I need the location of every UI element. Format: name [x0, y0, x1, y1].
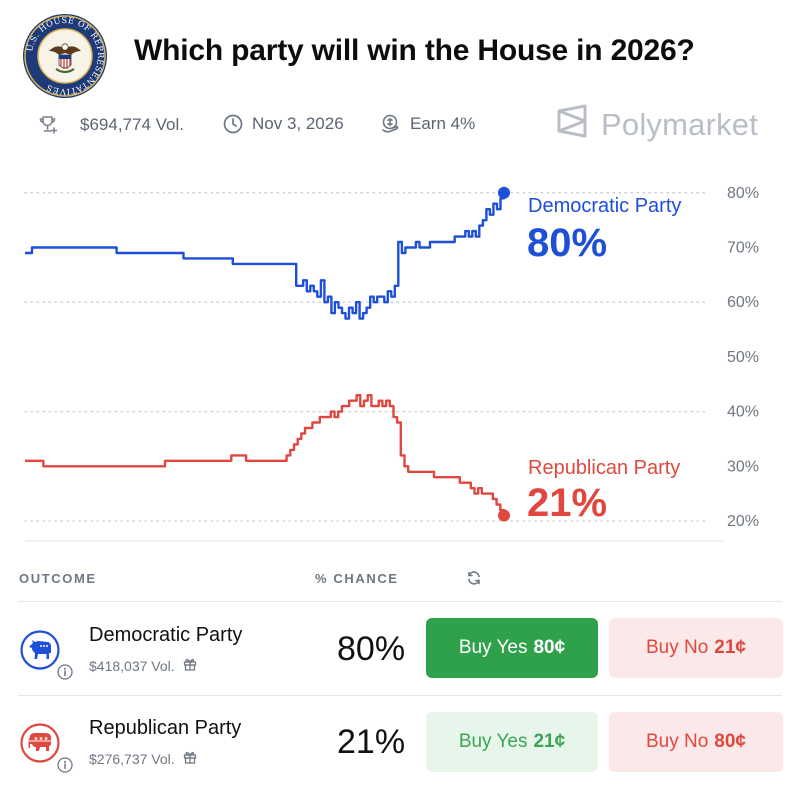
earn-rewards[interactable]: Earn 4%	[380, 113, 475, 135]
end-date-text: Nov 3, 2026	[252, 114, 344, 133]
buy-yes-price: 21¢	[533, 731, 566, 752]
outcome-name[interactable]: Democratic Party	[89, 624, 243, 646]
republican-series-value: 21%	[527, 481, 608, 525]
outcome-volume: $276,737 Vol.	[89, 750, 197, 767]
y-tick-label: 20%	[727, 513, 759, 530]
democratic-series-label: Democratic Party	[528, 195, 682, 217]
buy-yes-button[interactable]: Buy Yes 21¢	[426, 712, 598, 772]
republican-series-line	[25, 394, 506, 516]
democratic-series-value: 80%	[527, 221, 608, 265]
buy-yes-button[interactable]: Buy Yes 80¢	[426, 618, 598, 678]
polymarket-brand: Polymarket	[555, 104, 758, 146]
buy-yes-label: Buy Yes	[458, 731, 528, 752]
buy-no-label: Buy No	[645, 637, 709, 658]
democrat-donkey-icon	[20, 630, 60, 670]
outcome-volume-text: $276,737 Vol.	[89, 750, 175, 767]
chart-series	[25, 186, 510, 522]
buy-no-label: Buy No	[645, 731, 709, 752]
probability-chart[interactable]: 20% 30% 40% 50% 60% 70% 80%	[0, 170, 800, 550]
outcome-volume: $418,037 Vol.	[89, 657, 197, 674]
chance-column-header: % CHANCE	[315, 571, 399, 586]
buy-no-button[interactable]: Buy No 80¢	[609, 712, 783, 772]
outcome-column-header: OUTCOME	[19, 571, 97, 586]
gift-icon	[183, 657, 197, 674]
republican-series-endpoint	[498, 509, 510, 522]
republican-series-label: Republican Party	[528, 457, 681, 479]
market-title: Which party will win the House in 2026?	[134, 34, 695, 67]
buy-no-price: 80¢	[714, 731, 746, 752]
earn-text: Earn 4%	[410, 114, 476, 133]
info-icon[interactable]	[57, 757, 73, 773]
outcome-chance: 21%	[337, 723, 406, 761]
polymarket-logo-icon	[555, 104, 589, 146]
buy-yes-price: 80¢	[533, 637, 566, 658]
buy-no-price: 21¢	[714, 637, 746, 658]
info-icon[interactable]	[57, 664, 73, 680]
y-tick-label: 80%	[727, 185, 759, 202]
market-volume: $694,774 Vol.	[36, 113, 184, 137]
y-tick-label: 30%	[727, 458, 759, 475]
row-divider	[18, 695, 782, 696]
democratic-series-endpoint	[498, 186, 510, 199]
outcome-name[interactable]: Republican Party	[89, 717, 242, 739]
y-tick-label: 50%	[727, 349, 759, 366]
gift-icon	[183, 750, 197, 767]
table-divider	[18, 601, 782, 602]
outcome-chance: 80%	[337, 630, 406, 668]
y-axis-ticks: 20% 30% 40% 50% 60% 70% 80%	[727, 185, 759, 530]
y-tick-label: 70%	[727, 240, 759, 257]
y-tick-label: 40%	[727, 404, 759, 421]
volume-text: $694,774 Vol.	[80, 115, 184, 134]
y-tick-label: 60%	[727, 294, 759, 311]
buy-yes-label: Buy Yes	[458, 637, 528, 658]
clock-icon	[222, 113, 244, 135]
polymarket-wordmark: Polymarket	[601, 107, 759, 142]
house-seal-logo: U.S. HOUSE OF REPRESENTATIVES	[22, 13, 108, 99]
earn-icon	[380, 113, 402, 135]
market-end-date: Nov 3, 2026	[222, 113, 344, 135]
outcome-volume-text: $418,037 Vol.	[89, 657, 175, 674]
democratic-series-line	[25, 192, 506, 320]
refresh-icon[interactable]	[466, 570, 482, 591]
buy-no-button[interactable]: Buy No 21¢	[609, 618, 783, 678]
trophy-icon	[36, 113, 60, 137]
republican-elephant-icon	[20, 723, 60, 763]
